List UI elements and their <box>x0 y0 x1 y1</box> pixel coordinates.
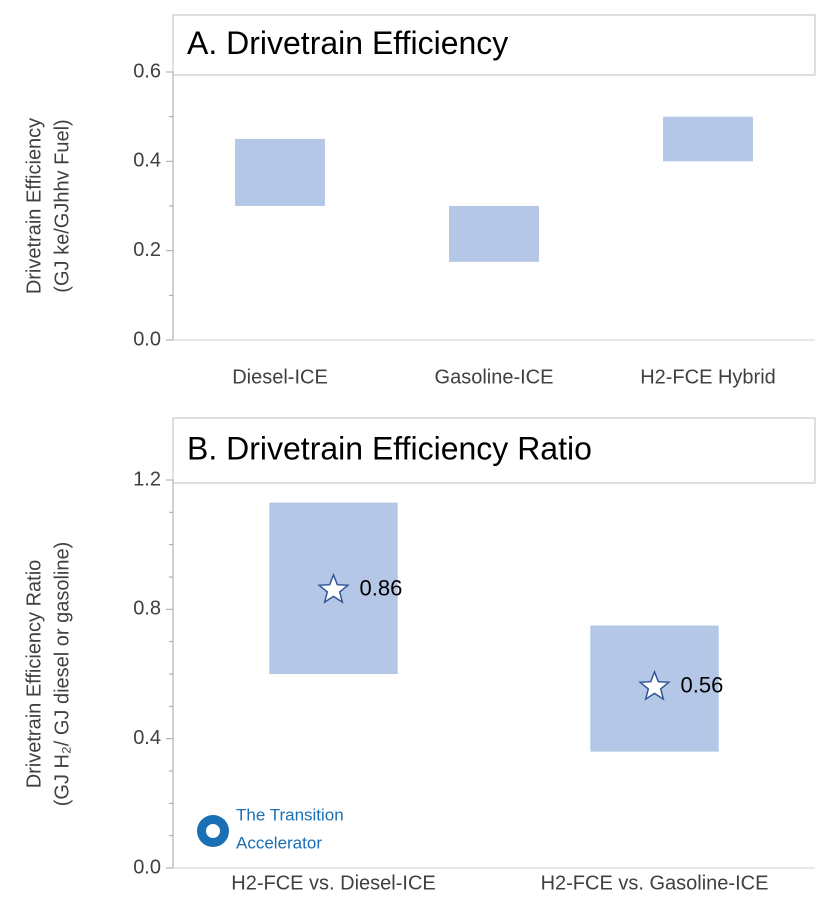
logo-text: The Transition <box>236 805 344 824</box>
y-tick-label: 0.0 <box>133 328 161 350</box>
chart-title: B. Drivetrain Efficiency Ratio <box>187 430 592 466</box>
range-bar <box>663 116 753 162</box>
logo: The Transition Accelerator <box>197 805 344 852</box>
star-marker <box>638 669 671 701</box>
title-box <box>172 14 816 76</box>
x-tick-label: H2-FCE Hybrid <box>640 366 776 388</box>
y-axis-label: (GJ ke/GJhhv Fuel) <box>51 119 73 292</box>
y-tick-label: 0.0 <box>133 856 161 878</box>
x-tick-label: Diesel-ICE <box>232 366 328 388</box>
y-tick-label: 0.4 <box>133 727 161 749</box>
y-axis-label: Drivetrain Efficiency Ratio <box>23 560 45 789</box>
y-tick-label: 0.2 <box>133 239 161 261</box>
data-label: 0.56 <box>681 673 724 698</box>
chart-title: A. Drivetrain Efficiency <box>187 25 508 61</box>
logo-icon-center <box>206 824 220 838</box>
y-tick-label: 0.8 <box>133 598 161 620</box>
x-tick-label: H2-FCE vs. Diesel-ICE <box>231 872 435 894</box>
data-label: 0.86 <box>360 576 403 601</box>
title-box <box>172 417 816 484</box>
star-marker <box>317 572 350 604</box>
y-tick-label: 0.6 <box>133 60 161 82</box>
range-bar <box>235 139 325 206</box>
chart-panel: A. Drivetrain Efficiency 0.0 0.2 0.4 0.6 Driv… <box>23 14 816 388</box>
chart-panel: B. Drivetrain Efficiency Ratio 0.0 0.4 0.8 1… <box>23 417 816 894</box>
y-axis-label: (GJ H₂/ GJ diesel or gasoline) <box>51 542 73 807</box>
x-tick-label: H2-FCE vs. Gasoline-ICE <box>541 872 769 894</box>
y-tick-label: 1.2 <box>133 468 161 490</box>
range-bar <box>449 206 539 262</box>
y-tick-label: 0.4 <box>133 150 161 172</box>
logo-text: Accelerator <box>236 833 322 852</box>
y-axis-label: Drivetrain Efficiency <box>23 118 45 294</box>
x-tick-label: Gasoline-ICE <box>435 366 554 388</box>
